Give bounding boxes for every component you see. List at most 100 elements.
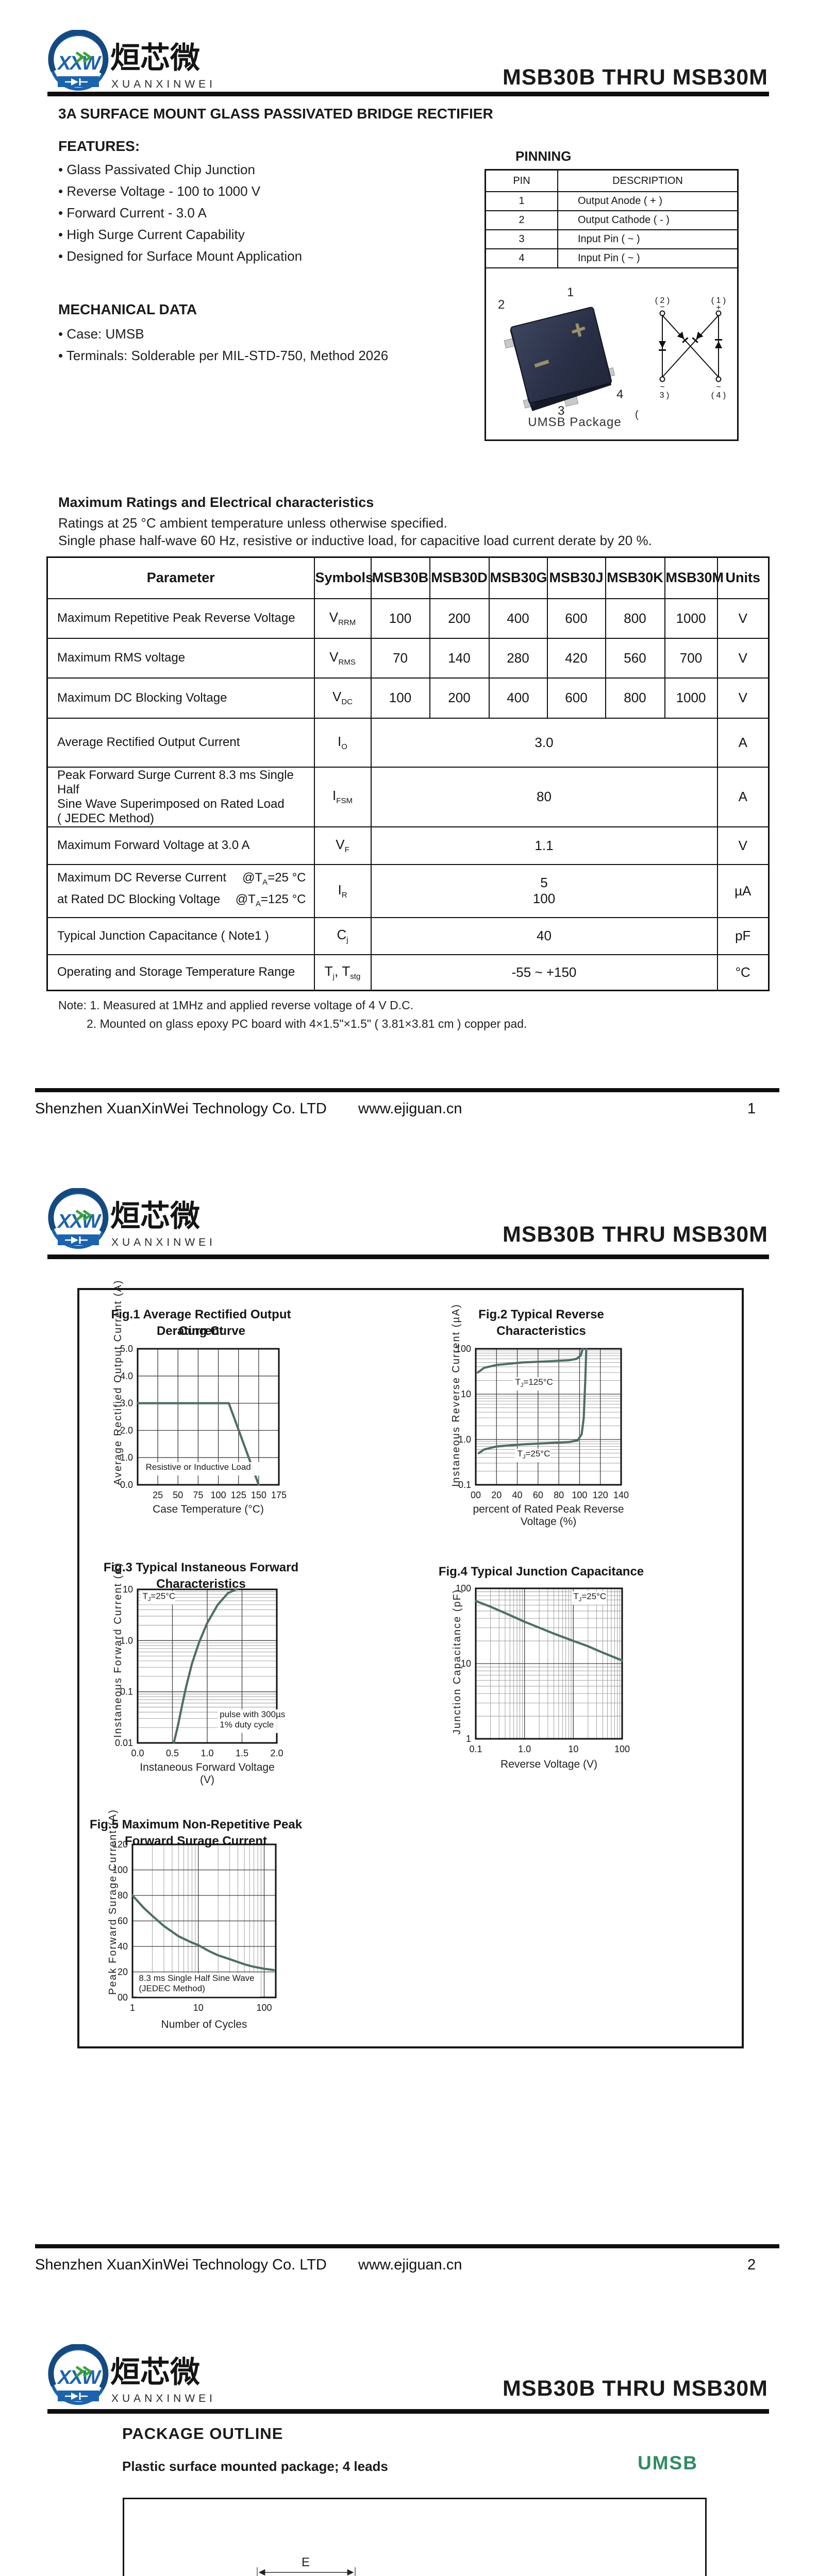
footer-company: Shenzhen XuanXinWei Technology Co. LTD — [35, 1100, 327, 1117]
product-heading: 3A SURFACE MOUNT GLASS PASSIVATED BRIDGE… — [58, 106, 493, 122]
figure-title: Fig.2 Typical Reverse Characteristics — [478, 1308, 604, 1338]
brand-en: XUANXINWEI — [111, 1236, 216, 1248]
x-tick-label: 10 — [193, 2003, 204, 2013]
figure-2: Fig.2 Typical Reverse Characteristics In… — [433, 1302, 649, 1528]
symbol-cell: IR — [313, 863, 372, 918]
symbol-cell: Tj, Tstg — [313, 954, 372, 991]
value-cell: 200 — [429, 598, 490, 639]
condition: @TA=25 °C — [242, 871, 306, 887]
polarity-label: + — [716, 303, 721, 312]
list-item: • Reverse Voltage - 100 to 1000 V — [58, 183, 261, 199]
unit-cell: A — [716, 717, 770, 768]
ratings-title: Maximum Ratings and Electrical character… — [58, 495, 374, 510]
figure-title: Fig.3 Typical Instaneous Forward — [103, 1561, 299, 1574]
y-tick-label: 1.0 — [120, 1635, 133, 1646]
plot-annotation: Resistive or Inductive Load — [146, 1462, 251, 1472]
symbol-cell: Cj — [313, 917, 372, 955]
data-curve — [136, 1402, 260, 1486]
pin-cell: 4 — [486, 248, 558, 268]
plot-annotation: TJ=25°C — [142, 1591, 175, 1603]
value-cell: 560 — [605, 637, 665, 679]
plot-annotation: 8.3 ms Single Half Sine Wave — [139, 1973, 254, 1983]
brand-cn: 烜芯微 — [110, 41, 200, 75]
x-tick-label: 150 — [251, 1490, 266, 1500]
table-row: Maximum DC Reverse Current @TA=25 °C at Ra… — [46, 863, 770, 918]
value-cell: 280 — [488, 637, 548, 679]
data-curve — [173, 1588, 238, 1744]
value-cell: 140 — [429, 637, 490, 679]
logo-mark-icon: XXW — [48, 29, 109, 91]
y-tick-label: 0.0 — [120, 1480, 133, 1490]
table-row: Typical Junction Capacitance ( Note1 ) Cj… — [46, 917, 770, 955]
table-row: Operating and Storage Temperature Range T… — [46, 954, 770, 991]
column-header: MSB30J — [546, 556, 606, 599]
y-tick-label: 100 — [456, 1344, 471, 1354]
footer-rule — [35, 1088, 779, 1092]
y-tick-label: 0.01 — [115, 1738, 133, 1748]
value-cell: 100 — [370, 677, 430, 719]
package-photo — [503, 301, 621, 414]
plot-area: TJ=125°C TJ=25°C 00 20 40 60 80 100 120 140 0.1 1.0… — [456, 1344, 629, 1500]
pin-label-1: 1 — [567, 285, 574, 299]
data-curve — [131, 1894, 275, 1971]
figure-title: Fig.1 Average Rectified Output Current — [111, 1308, 291, 1338]
x-tick-label: 25 — [153, 1490, 163, 1500]
brand-cn: 烜芯微 — [110, 2355, 200, 2389]
x-tick-label: 0.0 — [131, 1748, 144, 1758]
footer-rule — [35, 2244, 779, 2248]
ac-mark: ~ — [660, 383, 664, 392]
package-outline-title: PACKAGE OUTLINE — [122, 2425, 283, 2443]
value-cell: 1.1 — [370, 826, 718, 865]
page-title: MSB30B THRU MSB30M — [503, 2376, 768, 2401]
plot-annotation: pulse with 300µs — [220, 1709, 285, 1719]
table-row: 1 Output Anode ( + ) — [486, 192, 737, 211]
data-curve — [477, 1347, 588, 1454]
y-tick-label: 2.0 — [120, 1425, 133, 1435]
ratings-subtitle2: Single phase half-wave 60 Hz, resistive … — [58, 533, 652, 548]
column-header: Symbols — [313, 556, 373, 599]
figure-4: Fig.4 Typical Junction Capacitance Junct… — [433, 1543, 649, 1780]
x-tick-label: 10 — [568, 1744, 578, 1754]
terminal-label: ( 4 ) — [711, 391, 726, 400]
brand-en: XUANXINWEI — [111, 2393, 216, 2404]
column-header: MSB30M — [664, 556, 724, 599]
value-cell: 1000 — [664, 677, 718, 719]
symbol-cell: VDC — [313, 677, 372, 719]
unit-cell: V — [716, 598, 770, 639]
plot-annotation: TJ=25°C — [573, 1591, 606, 1603]
description-col-header: DESCRIPTION — [557, 171, 737, 192]
polarity-plus-icon — [571, 323, 586, 337]
company-logo: XXW 烜芯微 XUANXINWEI — [47, 2343, 295, 2411]
list-item: • Case: UMSB — [58, 326, 144, 342]
list-item: • Glass Passivated Chip Junction — [58, 162, 255, 177]
header-rule — [47, 1255, 769, 1259]
x-axis-label: Case Temperature (°C) — [153, 1503, 264, 1515]
symbol-cell: VRMS — [313, 637, 372, 679]
table-row: Average Rectified Output Current IO 3.0 A — [46, 717, 770, 768]
pinning-box: PIN DESCRIPTION 1 Output Anode ( + ) 2 Outp… — [485, 169, 739, 441]
symbol-cell: VF — [313, 826, 372, 865]
table-row: 3 Input Pin ( ~ ) — [486, 229, 737, 249]
description-cell: Output Cathode ( - ) — [557, 210, 737, 230]
y-tick-label: 0.1 — [458, 1480, 471, 1490]
umsb-badge: UMSB — [638, 2452, 698, 2473]
list-item: • Designed for Surface Mount Application — [58, 248, 303, 264]
figure-3: Fig.3 Typical Instaneous Forward Charact… — [93, 1543, 309, 1786]
y-tick-label: 10 — [461, 1658, 471, 1669]
value-cell: 600 — [546, 598, 606, 639]
x-tick-label: 1.0 — [201, 1748, 213, 1758]
page-title: MSB30B THRU MSB30M — [503, 65, 768, 90]
figure-title: Fig.4 Typical Junction Capacitance — [438, 1565, 644, 1579]
ratings-table: Parameter Symbols MSB30B MSB30D MSB30G MSB30J… — [46, 556, 770, 991]
parameter-cell: Maximum Repetitive Peak Reverse Voltage — [46, 598, 315, 639]
y-tick-label: 10 — [123, 1584, 133, 1595]
parameter-cell: Maximum RMS voltage — [46, 637, 315, 679]
description-cell: Input Pin ( ~ ) — [557, 248, 737, 268]
ratings-table-wrap: Parameter Symbols MSB30B MSB30D MSB30G MSB30J… — [46, 556, 770, 991]
pin-label-4: 4 — [616, 387, 624, 401]
y-tick-label: 100 — [456, 1583, 471, 1594]
description-cell: Input Pin ( ~ ) — [557, 229, 737, 249]
x-tick-label: 2.0 — [270, 1748, 283, 1758]
unit-cell: V — [716, 637, 770, 679]
ratings-subtitle1: Ratings at 25 °C ambient temperature unl… — [58, 515, 447, 531]
